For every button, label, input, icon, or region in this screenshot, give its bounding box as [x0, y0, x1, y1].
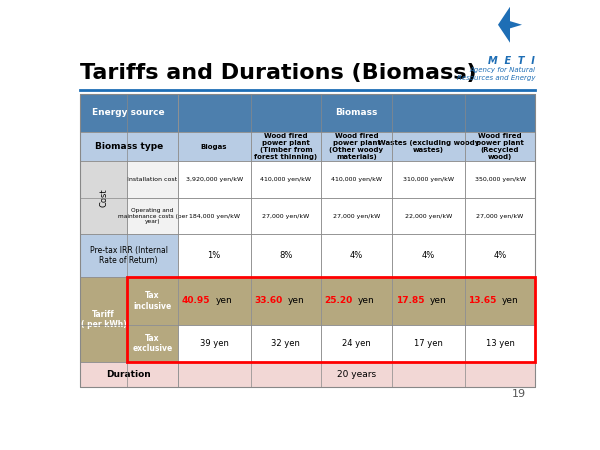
Text: Wood fired
power plant
(Recycled
wood): Wood fired power plant (Recycled wood)	[476, 133, 524, 160]
Bar	[251, 277, 321, 325]
Bar	[80, 161, 127, 234]
Text: Cost: Cost	[99, 189, 108, 207]
Bar	[465, 325, 535, 362]
Text: 33.60: 33.60	[254, 297, 282, 306]
Text: 13 yen: 13 yen	[485, 339, 514, 348]
Text: 8%: 8%	[279, 251, 293, 260]
Text: 4%: 4%	[350, 251, 363, 260]
Text: 3,920,000 yen/kW: 3,920,000 yen/kW	[185, 177, 242, 182]
Text: Installation cost: Installation cost	[127, 177, 178, 182]
Bar	[251, 234, 321, 277]
Text: 27,000 yen/kW: 27,000 yen/kW	[262, 214, 310, 219]
Text: 13.65: 13.65	[468, 297, 496, 306]
Bar	[178, 132, 251, 161]
Bar	[465, 234, 535, 277]
Bar	[178, 325, 251, 362]
Text: Biomass: Biomass	[335, 108, 377, 117]
Bar	[251, 325, 321, 362]
Text: Resources and Energy: Resources and Energy	[457, 75, 535, 81]
Text: 410,000 yen/kW: 410,000 yen/kW	[331, 177, 382, 182]
Bar	[392, 198, 465, 234]
Bar	[321, 234, 392, 277]
Bar	[465, 198, 535, 234]
Text: yen: yen	[430, 297, 446, 306]
Text: yen: yen	[215, 297, 232, 306]
Text: 350,000 yen/kW: 350,000 yen/kW	[475, 177, 526, 182]
Bar	[80, 94, 178, 132]
Text: Wood fired
power plant
(Other woody
materials): Wood fired power plant (Other woody mate…	[329, 133, 383, 160]
Text: 27,000 yen/kW: 27,000 yen/kW	[333, 214, 380, 219]
Text: 25.20: 25.20	[325, 297, 353, 306]
Bar	[178, 362, 535, 387]
Text: Energy source: Energy source	[92, 108, 165, 117]
Bar	[321, 132, 392, 161]
Text: Tax
exclusive: Tax exclusive	[133, 334, 173, 353]
Text: yen: yen	[358, 297, 374, 306]
Text: 17.85: 17.85	[396, 297, 425, 306]
Text: Duration: Duration	[106, 370, 151, 379]
Text: Operating and
maintenance costs (per
year): Operating and maintenance costs (per yea…	[118, 208, 187, 225]
Text: yen: yen	[502, 297, 518, 306]
Text: 410,000 yen/kW: 410,000 yen/kW	[260, 177, 311, 182]
Bar	[80, 277, 127, 362]
Text: 184,000 yen/kW: 184,000 yen/kW	[188, 214, 239, 219]
Text: yen: yen	[287, 297, 304, 306]
Bar	[392, 234, 465, 277]
Text: 19: 19	[512, 389, 526, 399]
Text: 27,000 yen/kW: 27,000 yen/kW	[476, 214, 524, 219]
Bar	[80, 234, 178, 277]
Bar	[251, 198, 321, 234]
Bar	[251, 132, 321, 161]
Text: 24 yen: 24 yen	[342, 339, 371, 348]
Bar	[465, 132, 535, 161]
Polygon shape	[498, 7, 522, 43]
Bar	[392, 277, 465, 325]
Text: 310,000 yen/kW: 310,000 yen/kW	[403, 177, 454, 182]
Bar	[321, 277, 392, 325]
Text: 1%: 1%	[208, 251, 221, 260]
Bar	[80, 132, 178, 161]
Bar	[321, 161, 392, 198]
Text: Tax
inclusive: Tax inclusive	[133, 291, 172, 310]
Bar	[127, 198, 178, 234]
Text: 17 yen: 17 yen	[414, 339, 443, 348]
Bar	[465, 277, 535, 325]
Bar	[178, 277, 251, 325]
Bar	[127, 277, 178, 325]
Bar	[80, 362, 178, 387]
Bar	[178, 94, 535, 132]
Text: Biogas: Biogas	[201, 144, 227, 149]
Bar	[178, 161, 251, 198]
Text: M  E  T  I: M E T I	[488, 56, 535, 66]
Bar	[127, 325, 178, 362]
Bar	[392, 161, 465, 198]
Text: 4%: 4%	[422, 251, 435, 260]
Text: Wastes (excluding woody
wastes): Wastes (excluding woody wastes)	[377, 140, 479, 153]
Bar	[178, 198, 251, 234]
Text: Tariff
( per kWh): Tariff ( per kWh)	[80, 310, 127, 329]
Bar	[321, 325, 392, 362]
Bar	[127, 161, 178, 198]
Text: Agency for Natural: Agency for Natural	[469, 67, 535, 73]
Text: Tariffs and Durations (Biomass): Tariffs and Durations (Biomass)	[80, 63, 476, 83]
Bar	[465, 161, 535, 198]
Bar	[127, 277, 535, 362]
Text: Biomass type: Biomass type	[95, 142, 163, 151]
Bar	[80, 94, 535, 387]
Bar	[392, 325, 465, 362]
Bar	[178, 234, 251, 277]
Text: 22,000 yen/kW: 22,000 yen/kW	[404, 214, 452, 219]
Text: Pre-tax IRR (Internal
Rate of Return): Pre-tax IRR (Internal Rate of Return)	[89, 246, 167, 266]
Text: 4%: 4%	[493, 251, 506, 260]
Text: 39 yen: 39 yen	[200, 339, 229, 348]
Text: 20 years: 20 years	[337, 370, 376, 379]
Bar	[392, 132, 465, 161]
Text: 32 yen: 32 yen	[271, 339, 300, 348]
Text: Wood fired
power plant
(Timber from
forest thinning): Wood fired power plant (Timber from fore…	[254, 133, 317, 160]
Bar	[321, 198, 392, 234]
Bar	[251, 161, 321, 198]
Text: 40.95: 40.95	[182, 297, 211, 306]
